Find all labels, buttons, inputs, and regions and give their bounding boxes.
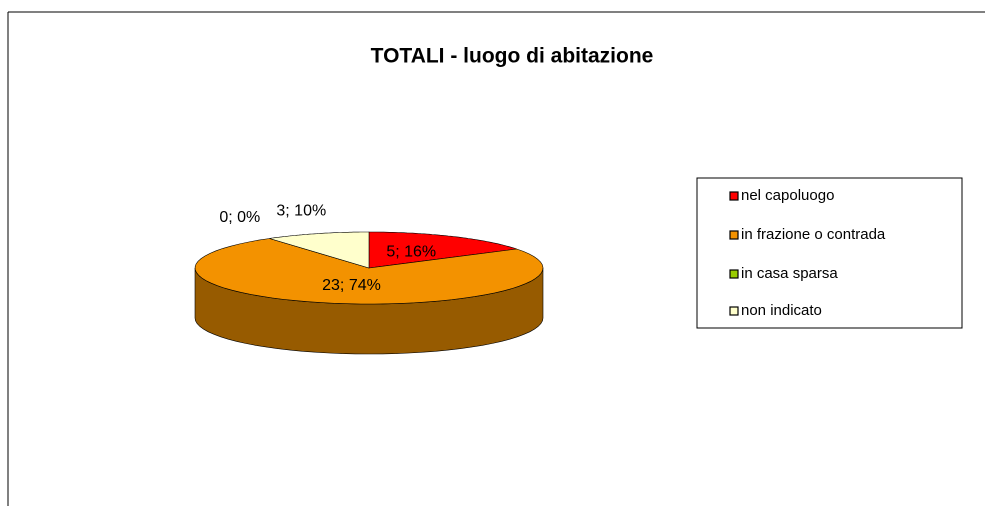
legend-swatch [729,191,739,201]
data-label: 0; 0% [219,209,260,226]
data-label: 3; 10% [276,203,326,220]
data-label: 5; 16% [386,243,436,260]
pie-slice [194,238,544,305]
legend-swatch [729,269,739,279]
legend-label: non indicato [741,302,822,319]
legend [696,177,963,329]
data-label: 23; 74% [322,277,381,294]
legend-label: in frazione o contrada [741,226,886,243]
legend-label: in casa sparsa [741,265,838,282]
pie-slice [269,231,370,269]
legend-swatch [729,230,739,240]
chart-title: TOTALI - luogo di abitazione [371,45,654,68]
pie-slice [368,231,517,269]
legend-label: nel capoluogo [741,187,834,204]
legend-swatch [729,306,739,316]
